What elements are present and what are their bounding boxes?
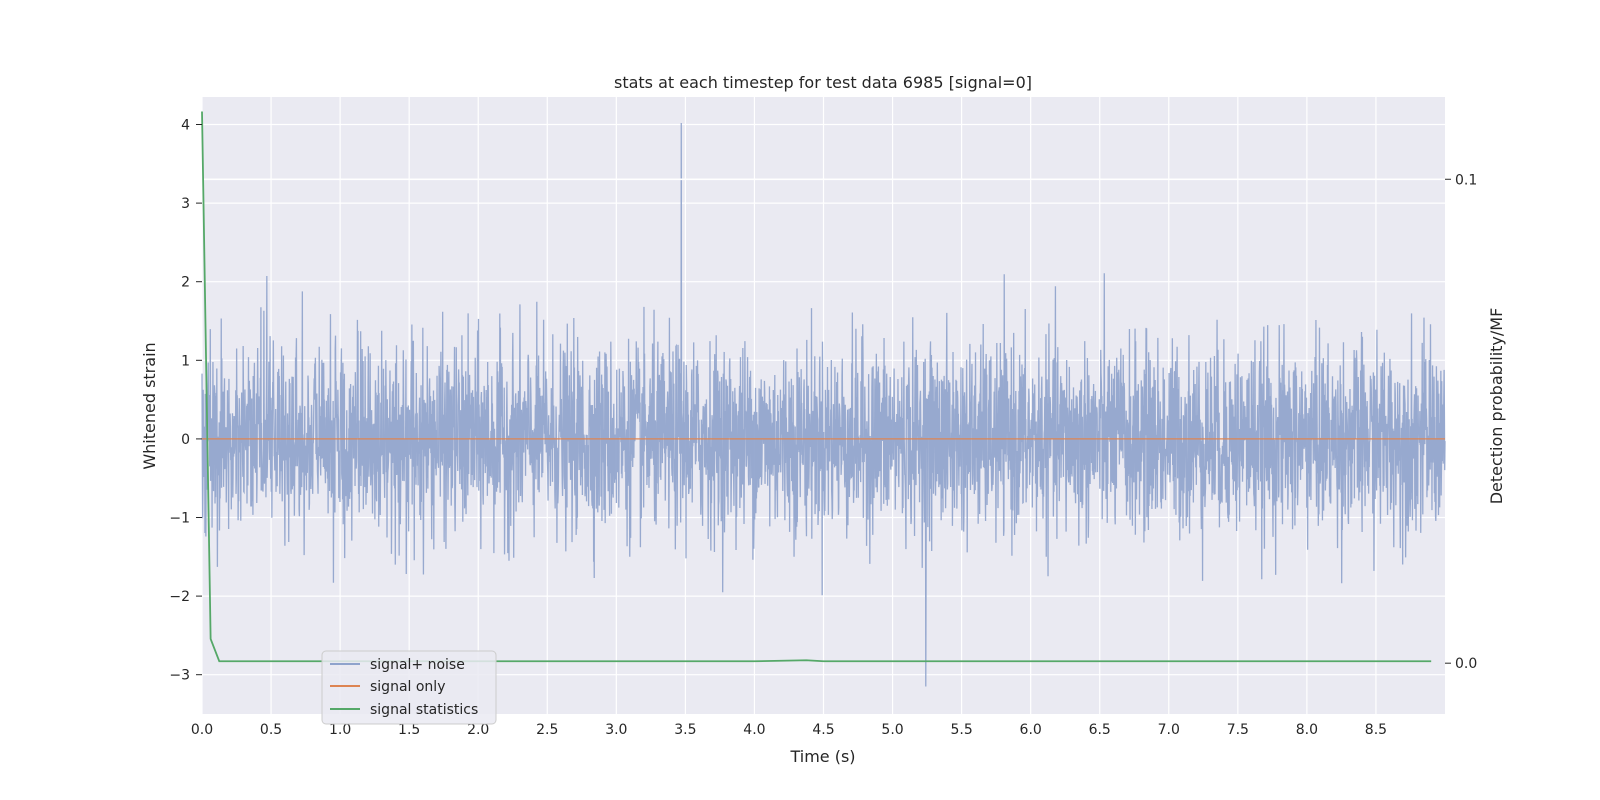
legend-box [321, 650, 497, 725]
y-right-tick-label: 0.1 [1455, 172, 1477, 188]
x-tick-label: 6.5 [1089, 722, 1111, 738]
x-tick-label: 1.0 [329, 722, 351, 738]
y-right-tick-label: 0.0 [1455, 656, 1477, 672]
y-tick-label: 1 [181, 353, 190, 369]
y-tick-label: −3 [169, 668, 190, 684]
legend-label-signal-plus-noise: signal+ noise [370, 657, 465, 673]
y-axis-right-label: Detection probability/MF [1487, 308, 1506, 505]
x-tick-label: 5.5 [950, 722, 972, 738]
x-tick-label: 0.5 [260, 722, 282, 738]
line-signal-plus-noise [201, 122, 1446, 687]
x-axis-label: Time (s) [789, 747, 855, 766]
x-tick-label: 4.5 [812, 722, 834, 738]
x-tick-label: 2.0 [467, 722, 489, 738]
x-tick-label: 3.0 [605, 722, 627, 738]
x-tick-label: 5.0 [881, 722, 903, 738]
x-tick-label: 8.5 [1365, 722, 1387, 738]
line-signal-statistics [201, 111, 1432, 663]
chart-title: stats at each timestep for test data 698… [614, 73, 1032, 92]
y-tick-label: 3 [181, 196, 190, 212]
x-tick-label: 1.5 [398, 722, 420, 738]
legend-label-signal-statistics: signal statistics [370, 702, 478, 718]
series-signal-plus-noise [201, 122, 1446, 687]
y-tick-label: 2 [181, 275, 190, 291]
x-tick-label: 7.5 [1227, 722, 1249, 738]
series-lines [201, 111, 1445, 663]
axes: 0.0 0.5 1.0 1.5 2.0 2.5 3.0 3.5 4.0 4.5 5.0 5.5 6.0 6… [169, 118, 1477, 738]
x-tick-label: 2.5 [536, 722, 558, 738]
y-tick-label: 0 [181, 432, 190, 448]
y-tick-label: −2 [169, 589, 190, 605]
y-tick-label: −1 [169, 511, 190, 527]
x-tick-label: 7.0 [1158, 722, 1180, 738]
x-tick-label: 3.5 [674, 722, 696, 738]
y-tick-label: 4 [181, 118, 190, 134]
legend: signal+ noise signal only signal statist… [321, 650, 497, 725]
legend-label-signal-only: signal only [370, 679, 445, 695]
x-tick-label: 4.0 [743, 722, 765, 738]
y-axis-label: Whitened strain [140, 342, 159, 469]
x-tick-label: 0.0 [191, 722, 213, 738]
x-tick-label: 6.0 [1020, 722, 1042, 738]
x-tick-label: 8.0 [1296, 722, 1318, 738]
